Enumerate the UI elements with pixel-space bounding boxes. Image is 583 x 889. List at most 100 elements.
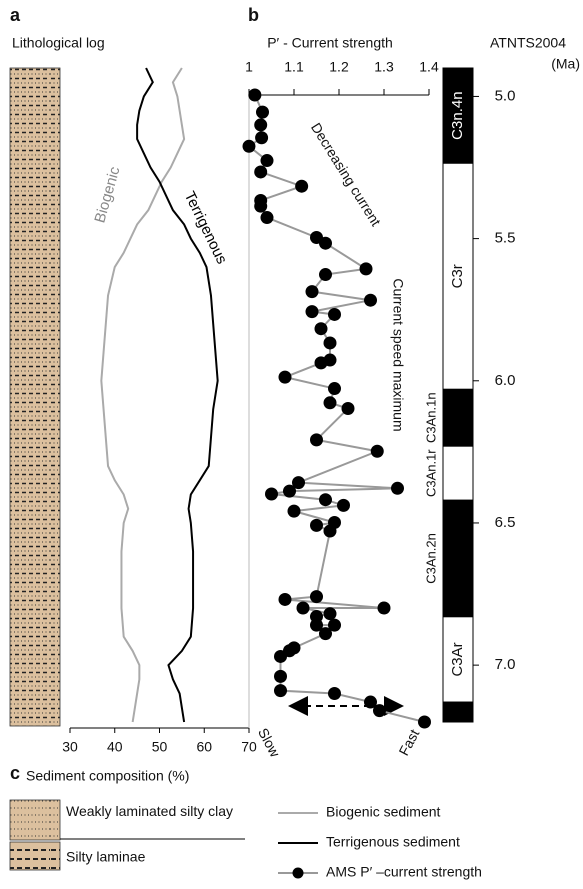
x-tick-label: 1.3	[374, 59, 394, 75]
data-point	[283, 484, 296, 498]
data-point	[377, 601, 391, 615]
annotation: Current speed maximum	[390, 278, 406, 431]
data-point	[359, 262, 373, 276]
data-point	[254, 165, 268, 179]
legend-label: Terrigenous sediment	[326, 834, 460, 850]
data-point	[341, 402, 355, 415]
chron-label: C3n.4n	[449, 91, 466, 139]
data-point	[254, 199, 268, 213]
chron-block	[442, 701, 474, 723]
data-point	[274, 669, 287, 683]
data-point	[274, 649, 287, 663]
data-point	[328, 687, 341, 700]
data-point	[287, 504, 301, 518]
data-point	[278, 370, 292, 384]
arrow-label: Fast	[395, 727, 422, 759]
legend-marker	[292, 867, 304, 879]
panel-label: c	[10, 763, 20, 783]
chron-block	[442, 616, 474, 703]
series-line	[136, 67, 219, 723]
data-point	[314, 322, 328, 336]
data-point	[314, 356, 328, 370]
data-point	[323, 396, 337, 410]
data-point	[319, 268, 332, 282]
data-point	[254, 118, 268, 132]
series-label: Biogenic	[91, 164, 123, 224]
data-point	[305, 285, 319, 299]
data-point	[310, 618, 323, 632]
data-point	[274, 684, 287, 698]
axis-title: ATNTS2004	[490, 35, 566, 51]
data-point	[278, 592, 292, 606]
data-point	[310, 590, 323, 604]
data-point	[364, 293, 377, 307]
x-tick-label: 30	[62, 739, 78, 755]
x-tick-label: 40	[107, 739, 123, 755]
y-tick-label: 5.5	[495, 230, 516, 247]
data-point	[328, 618, 341, 632]
data-point	[328, 307, 341, 321]
lithology-column	[9, 67, 61, 727]
data-point	[391, 481, 404, 495]
data-point	[260, 211, 274, 225]
data-point	[323, 524, 337, 538]
data-point	[323, 607, 337, 621]
chron-label: C3r	[449, 264, 466, 288]
data-point	[370, 444, 384, 458]
data-point	[319, 493, 332, 507]
chron-label: C3Ar	[449, 642, 466, 676]
y-tick-label: 6.0	[495, 372, 516, 389]
data-point	[265, 487, 278, 501]
data-point	[256, 105, 269, 119]
chron-block	[442, 499, 474, 618]
chron-label: C3An.1n	[423, 392, 438, 443]
legend-label: AMS P′ –current strength	[326, 864, 482, 880]
data-point	[328, 382, 341, 396]
x-tick-label: 50	[152, 739, 168, 755]
chron-block	[442, 388, 474, 447]
data-point	[305, 305, 319, 319]
data-point	[319, 627, 332, 641]
data-point	[292, 476, 305, 490]
legend-swatch	[9, 799, 61, 841]
axis-title: Sediment composition (%)	[26, 768, 189, 784]
panel-label: b	[248, 5, 259, 25]
axis-unit: (Ma)	[551, 56, 580, 72]
data-point	[337, 498, 350, 512]
data-point	[242, 139, 256, 153]
data-point	[248, 88, 262, 102]
data-point	[373, 704, 386, 718]
data-point	[260, 154, 274, 168]
x-tick-label: 1.2	[329, 59, 349, 75]
legend-label: Biogenic sediment	[326, 804, 441, 820]
x-tick-label: 60	[196, 739, 212, 755]
x-tick-label: 1	[245, 59, 253, 75]
data-point	[319, 236, 332, 250]
legend-label: Weakly laminated silty clay	[66, 803, 234, 819]
x-tick-label: 1.4	[419, 59, 439, 75]
data-point	[295, 179, 309, 193]
chron-label: C3An.2n	[423, 533, 438, 584]
chron-label: C3An.1r	[423, 449, 438, 497]
data-point	[296, 601, 310, 615]
series-line	[100, 67, 186, 723]
data-point	[418, 715, 431, 729]
y-tick-label: 7.0	[495, 656, 516, 673]
data-point	[323, 336, 337, 350]
panel-label: a	[10, 5, 21, 25]
panel-title: Lithological log	[12, 35, 105, 51]
data-point	[364, 695, 377, 709]
annotation: Decreasing current	[308, 120, 384, 229]
y-tick-label: 5.0	[495, 87, 516, 104]
axis-title: P′ - Current strength	[267, 35, 393, 51]
arrow-label: Slow	[255, 725, 284, 760]
legend-swatch	[9, 841, 61, 871]
data-point	[310, 433, 323, 447]
chron-block	[442, 445, 474, 501]
series-label: Terrigenous	[181, 189, 231, 267]
legend-label: Silty laminae	[66, 849, 146, 865]
y-tick-label: 6.5	[495, 514, 516, 531]
x-tick-label: 70	[241, 739, 257, 755]
data-point	[255, 131, 269, 145]
